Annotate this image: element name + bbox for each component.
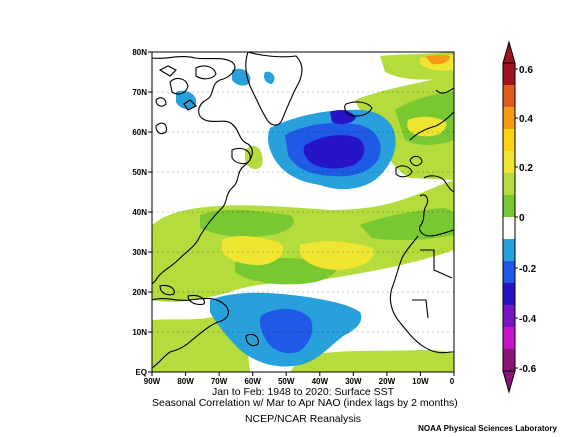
north-america-coastline [152,56,259,369]
caption-source: NCEP/NCAR Reanalysis [244,413,362,425]
colorbar-segment [503,305,515,328]
lon-label: 40W [312,377,329,386]
lon-label: 80W [177,377,194,386]
colorbar-label: 0.2 [519,163,533,174]
colorbar-label: 0 [519,213,525,224]
colorbar-segment [503,151,515,174]
caption-subtitle: Seasonal Correlation w/ Mar to Apr NAO (… [152,397,458,409]
lat-label: 20N [132,288,147,297]
colorbar-segment [503,239,515,262]
iceland-coastline [344,101,373,117]
lon-label: 10W [412,377,429,386]
lat-label: 40N [132,208,147,217]
colorbar-segment [503,129,515,152]
colorbar-label: -0.2 [519,264,537,275]
lat-label: 50N [132,168,147,177]
colorbar-label: -0.6 [519,364,537,375]
lat-label: 10N [132,328,147,337]
colorbar-segment [503,327,515,350]
lon-label: 50W [278,377,295,386]
colorbar-segment [503,173,515,196]
africa-coastline [389,235,454,354]
longitude-labels: 90W 80W 70W 60W 50W 40W 30W 20W 10W 0 [144,377,455,386]
positive-high-region [425,54,450,65]
lat-label: 80N [132,48,147,57]
lon-label: 70W [211,377,228,386]
lon-label: 30W [345,377,362,386]
colorbar-segment [503,283,515,306]
colorbar-label: 0.4 [519,114,533,125]
latitude-labels: 80N 70N 60N 50N 40N 30N 20N 10N EQ [132,48,147,377]
colorbar-segment [503,63,515,86]
credit-text: NOAA Physical Sciences Laboratory [418,424,557,433]
colorbar-segments [503,63,515,372]
colorbar: 0.6 0.4 0.2 0 -0.2 -0.4 -0.6 [502,40,537,394]
colorbar-top-arrow [502,40,516,64]
colorbar-segment [503,195,515,218]
lon-label: 0 [450,377,455,386]
positive-moderate-region [200,92,454,285]
negative-strong-region [303,110,365,169]
colorbar-bottom-arrow [502,370,516,394]
lon-label: 90W [144,377,161,386]
lat-label: 30N [132,248,147,257]
colorbar-segment [503,85,515,108]
caption-title: Jan to Feb: 1948 to 2020: Surface SST [211,386,395,398]
greenland-coastline [245,52,303,126]
colorbar-label: -0.4 [519,314,537,325]
lat-label: EQ [135,368,147,377]
lat-label: 70N [132,88,147,97]
map-plot [152,52,454,372]
colorbar-segment [503,217,515,240]
colorbar-segment [503,349,515,372]
lon-label: 60W [244,377,261,386]
colorbar-segment [503,261,515,284]
map-tick-marks [148,51,455,376]
lat-label: 60N [132,128,147,137]
colorbar-segment [503,107,515,130]
colorbar-label: 0.6 [519,65,533,76]
europe-coastline [395,87,454,237]
lon-label: 20W [379,377,396,386]
